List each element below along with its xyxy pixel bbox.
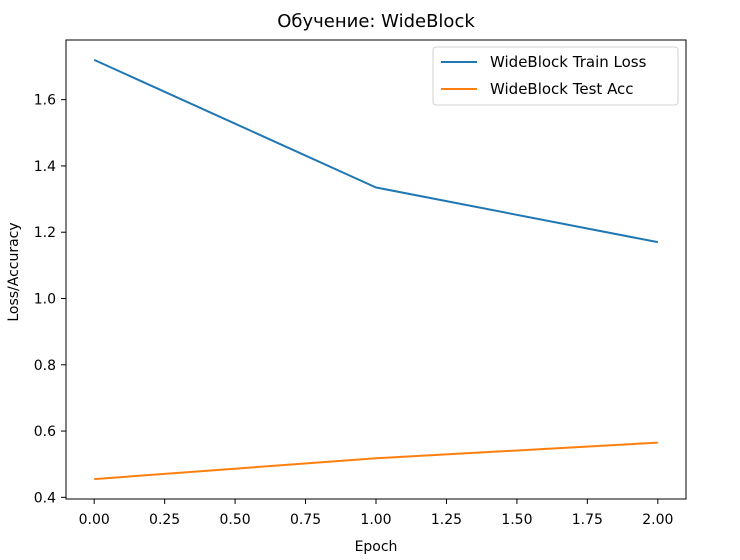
- x-axis: 0.00 0.25 0.50 0.75 1.00 1.25 1.50 1.75 2.00: [79, 499, 673, 528]
- chart-title: Обучение: WideBlock: [277, 11, 475, 32]
- x-tick-label: 1.25: [431, 512, 462, 528]
- legend-label-test-acc: WideBlock Test Acc: [490, 80, 634, 98]
- legend-box: [432, 46, 679, 106]
- x-axis-label: Epoch: [355, 539, 398, 555]
- x-tick-label: 2.00: [642, 512, 673, 528]
- x-tick-label: 1.00: [360, 512, 391, 528]
- x-tick-label: 0.25: [149, 512, 180, 528]
- y-tick-label: 0.8: [34, 358, 56, 374]
- x-tick-label: 1.50: [501, 512, 532, 528]
- x-tick-label: 0.00: [79, 512, 110, 528]
- y-tick-label: 1.2: [34, 225, 56, 241]
- y-tick-label: 0.4: [34, 490, 56, 506]
- y-tick-label: 1.4: [34, 159, 56, 175]
- legend: WideBlock Train Loss WideBlock Test Acc: [432, 46, 679, 106]
- y-tick-label: 1.6: [34, 93, 56, 109]
- y-tick-label: 1.0: [34, 291, 56, 307]
- x-tick-label: 0.75: [290, 512, 321, 528]
- y-axis: 0.4 0.6 0.8 1.0 1.2 1.4 1.6: [34, 93, 66, 506]
- x-tick-label: 0.50: [220, 512, 251, 528]
- legend-label-train-loss: WideBlock Train Loss: [490, 53, 647, 71]
- y-axis-label: Loss/Accuracy: [6, 222, 22, 321]
- series-group: [93, 58, 659, 481]
- y-tick-label: 0.6: [34, 424, 56, 440]
- plot-area: [65, 39, 687, 500]
- x-tick-label: 1.75: [572, 512, 603, 528]
